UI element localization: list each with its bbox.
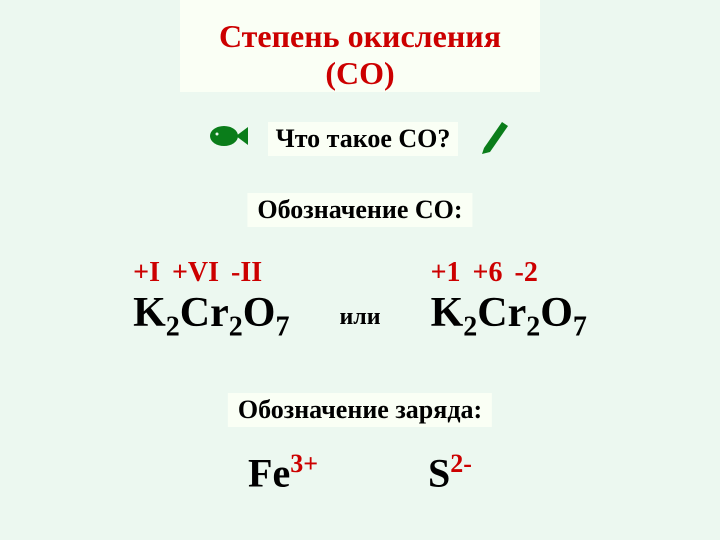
ox-left-2: +VI: [172, 257, 219, 288]
ion-row: Fe3+ S2-: [0, 449, 720, 496]
el-cr-left: Cr: [180, 290, 229, 336]
ion-fe-element: Fe: [248, 451, 290, 496]
sub-2b-right: 2: [526, 311, 540, 342]
sub-2a-right: 2: [463, 311, 477, 342]
sub-7-left: 7: [275, 311, 289, 342]
ion-fe-charge: 3+: [290, 449, 318, 478]
question-text: Что такое СО?: [268, 122, 459, 156]
ox-states-right: +1 +6 -2: [431, 257, 587, 289]
sub-2b-left: 2: [229, 311, 243, 342]
el-cr-right: Cr: [477, 290, 526, 336]
ox-left-1: +I: [133, 257, 160, 288]
or-text: или: [339, 304, 380, 343]
formula-row: +I+VI-II K2Cr2O7 или +1+6-2 K2Cr2O7: [0, 257, 720, 343]
fish-icon: [208, 121, 250, 156]
sub-2a-left: 2: [166, 311, 180, 342]
ox-states-left: +I +VI -II: [133, 257, 289, 289]
ion-s-charge: 2-: [450, 449, 472, 478]
notation-label: Обозначение СО:: [247, 193, 472, 227]
ion-s: S2-: [428, 449, 472, 496]
ox-right-2: +6: [473, 257, 503, 288]
pencil-icon: [476, 114, 512, 163]
ox-right-3: -2: [515, 257, 538, 288]
page-title: Степень окисления (СО): [180, 0, 540, 92]
el-o-left: O: [243, 290, 276, 336]
el-k-left: K: [133, 290, 166, 336]
el-o-right: O: [540, 290, 573, 336]
ox-left-3: -II: [231, 257, 262, 288]
charge-label: Обозначение заряда:: [228, 393, 492, 427]
question-row: Что такое СО?: [0, 114, 720, 163]
sub-7-right: 7: [573, 311, 587, 342]
el-k-right: K: [431, 290, 464, 336]
ion-fe: Fe3+: [248, 449, 318, 496]
ox-right-1: +1: [431, 257, 461, 288]
ion-s-element: S: [428, 451, 450, 496]
formula-right-block: +1+6-2 K2Cr2O7: [431, 257, 587, 343]
formula-left: K2Cr2O7: [133, 289, 289, 343]
formula-right: K2Cr2O7: [431, 289, 587, 343]
formula-left-block: +I+VI-II K2Cr2O7: [133, 257, 289, 343]
